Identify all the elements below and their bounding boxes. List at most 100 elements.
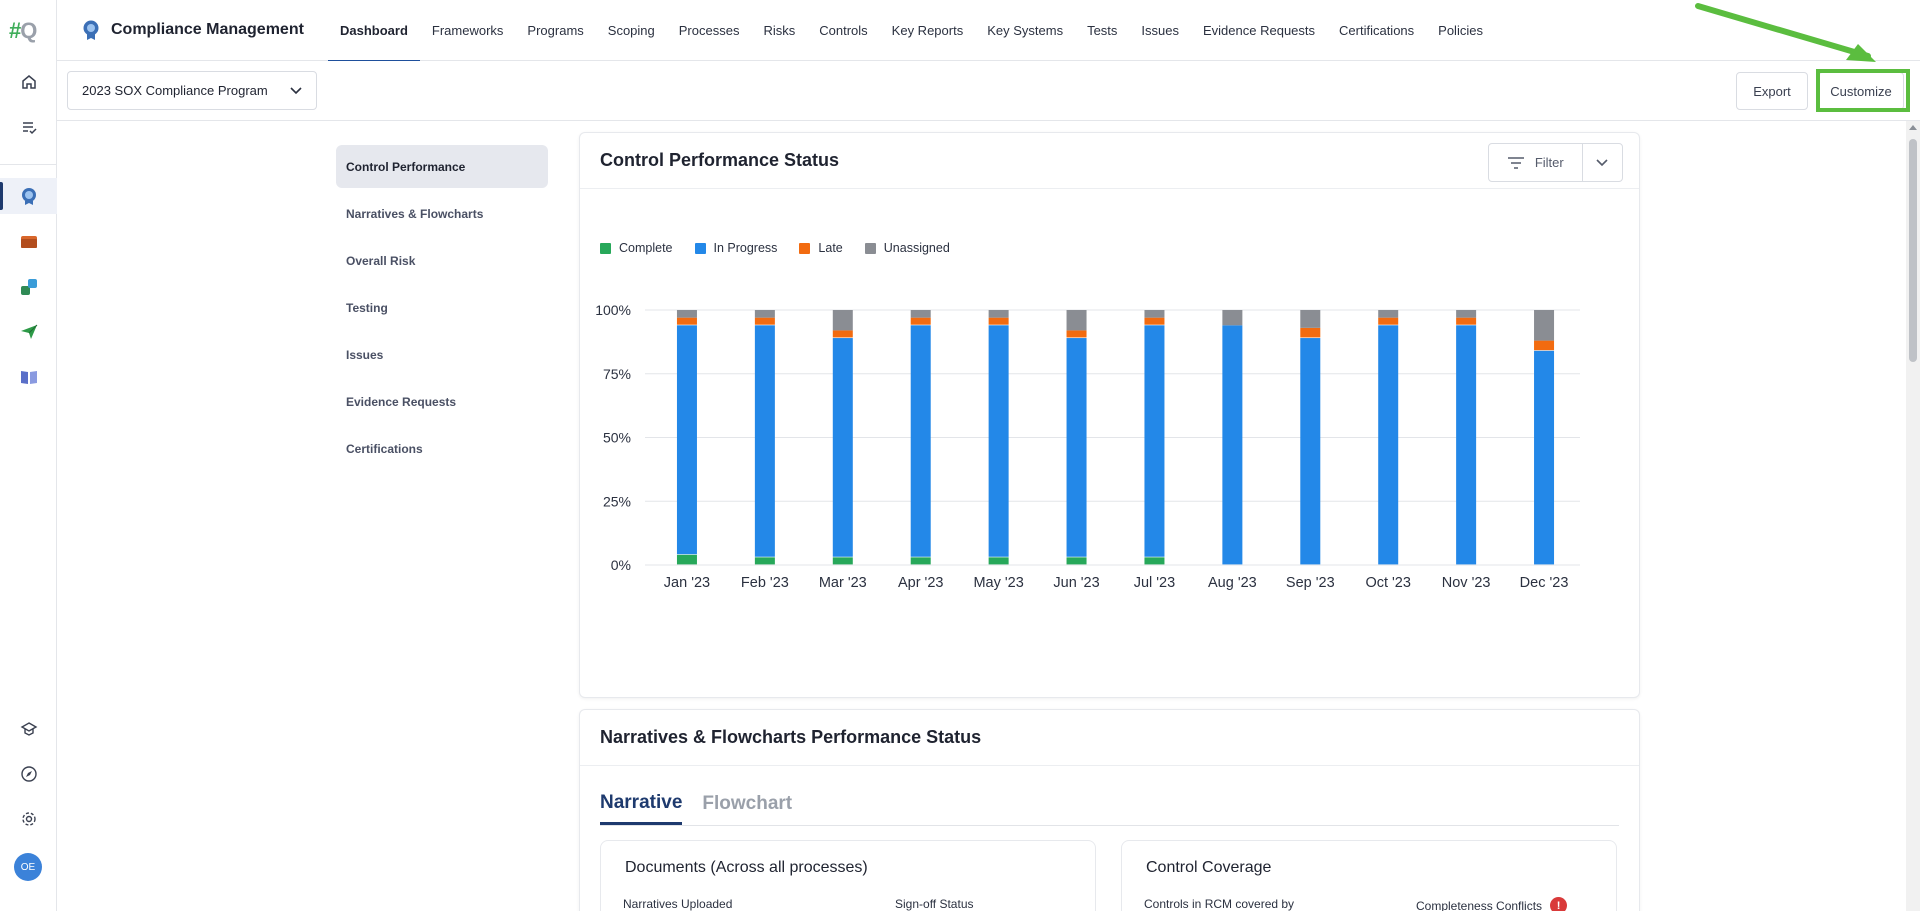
bar-segment-unassigned[interactable] — [754, 310, 775, 318]
chevron-down-icon — [1596, 158, 1608, 166]
bar-segment-complete[interactable] — [988, 557, 1009, 565]
legend-item[interactable]: In Progress — [694, 241, 777, 255]
integrations-icon[interactable] — [0, 269, 57, 305]
bar-segment-complete[interactable] — [832, 557, 853, 565]
bar-segment-complete[interactable] — [1066, 557, 1087, 565]
nav-tab-dashboard[interactable]: Dashboard — [328, 0, 420, 62]
y-tick-label: 75% — [603, 366, 631, 382]
avatar[interactable]: OE — [14, 853, 42, 881]
x-tick-label: Jul '23 — [1134, 575, 1175, 591]
narratives-card: Narratives & Flowcharts Performance Stat… — [579, 709, 1640, 911]
app-logo[interactable]: #Q — [9, 18, 37, 43]
x-tick-label: May '23 — [973, 575, 1023, 591]
section-item-certifications[interactable]: Certifications — [346, 441, 423, 456]
bar-segment-unassigned[interactable] — [988, 310, 1009, 318]
nav-tab-processes[interactable]: Processes — [678, 23, 740, 38]
bar-segment-late[interactable] — [1534, 340, 1555, 351]
x-tick-label: Jun '23 — [1053, 575, 1099, 591]
bar-segment-late[interactable] — [1144, 317, 1165, 325]
bar-segment-in_progress[interactable] — [1378, 325, 1399, 565]
nav-tab-controls[interactable]: Controls — [819, 23, 868, 38]
legend-item[interactable]: Late — [799, 241, 843, 255]
section-item-control-performance[interactable]: Control Performance — [336, 145, 548, 188]
bar-segment-unassigned[interactable] — [1456, 310, 1477, 318]
customize-highlight — [1816, 69, 1910, 112]
bar-segment-in_progress[interactable] — [988, 325, 1009, 557]
tab-flowchart[interactable]: Flowchart — [702, 793, 793, 814]
bar-segment-unassigned[interactable] — [1144, 310, 1165, 318]
bar-segment-complete[interactable] — [676, 554, 697, 565]
nav-tab-evidence-requests[interactable]: Evidence Requests — [1203, 23, 1316, 38]
legend-item[interactable]: Unassigned — [864, 241, 950, 255]
nav-tab-tests[interactable]: Tests — [1087, 23, 1118, 38]
scrollbar-thumb[interactable] — [1909, 139, 1917, 362]
settings-icon[interactable] — [0, 801, 57, 837]
section-item-issues[interactable]: Issues — [346, 347, 384, 362]
filter-dropdown[interactable] — [1583, 144, 1622, 181]
tasks-icon[interactable] — [0, 109, 57, 145]
bar-segment-unassigned[interactable] — [910, 310, 931, 318]
bar-segment-late[interactable] — [1066, 330, 1087, 338]
learning-icon[interactable] — [0, 711, 57, 747]
bar-segment-late[interactable] — [1456, 317, 1477, 325]
bar-segment-in_progress[interactable] — [1144, 325, 1165, 557]
bar-segment-late[interactable] — [910, 317, 931, 325]
export-button[interactable]: Export — [1736, 72, 1808, 110]
bar-segment-in_progress[interactable] — [1300, 338, 1321, 565]
compass-icon[interactable] — [0, 756, 57, 792]
narrative-tabs: Narrative Flowchart — [600, 776, 1619, 826]
nav-tab-key-systems[interactable]: Key Systems — [987, 23, 1064, 38]
bar-segment-complete[interactable] — [910, 557, 931, 565]
filter-button[interactable]: Filter — [1489, 144, 1583, 181]
bar-segment-late[interactable] — [754, 317, 775, 325]
compliance-icon[interactable] — [0, 178, 57, 214]
bar-segment-in_progress[interactable] — [1534, 350, 1555, 565]
bar-segment-late[interactable] — [1378, 317, 1399, 325]
bar-segment-complete[interactable] — [754, 557, 775, 565]
home-icon[interactable] — [0, 64, 57, 100]
bar-segment-unassigned[interactable] — [1534, 310, 1555, 341]
folder-icon[interactable] — [0, 224, 57, 260]
bar-segment-unassigned[interactable] — [1222, 310, 1243, 326]
legend-item[interactable]: Complete — [600, 241, 673, 255]
section-item-overall-risk[interactable]: Overall Risk — [346, 253, 416, 268]
nav-tab-scoping[interactable]: Scoping — [607, 23, 655, 38]
bar-segment-in_progress[interactable] — [1222, 325, 1243, 565]
bar-segment-in_progress[interactable] — [832, 338, 853, 557]
send-icon[interactable] — [0, 314, 57, 350]
nav-tab-certifications[interactable]: Certifications — [1339, 23, 1415, 38]
section-item-testing[interactable]: Testing — [346, 300, 388, 315]
bar-segment-unassigned[interactable] — [1300, 310, 1321, 328]
bar-segment-in_progress[interactable] — [1066, 338, 1087, 557]
section-nav: Control Performance Narratives & Flowchar… — [336, 145, 548, 474]
bar-segment-late[interactable] — [676, 317, 697, 325]
section-item-evidence-requests[interactable]: Evidence Requests — [346, 394, 457, 409]
section-item-narratives-flowcharts[interactable]: Narratives & Flowcharts — [346, 206, 484, 221]
tab-narrative[interactable]: Narrative — [600, 792, 683, 825]
bar-segment-unassigned[interactable] — [1066, 310, 1087, 331]
nav-tab-risks[interactable]: Risks — [763, 23, 796, 38]
bar-segment-unassigned[interactable] — [676, 310, 697, 318]
nav-tab-issues[interactable]: Issues — [1141, 23, 1179, 38]
bar-segment-late[interactable] — [988, 317, 1009, 325]
bar-segment-in_progress[interactable] — [754, 325, 775, 557]
bar-segment-in_progress[interactable] — [1456, 325, 1477, 565]
bar-segment-complete[interactable] — [1144, 557, 1165, 565]
signoff-status-label: Sign-off Status — [895, 897, 974, 911]
alert-icon[interactable]: ! — [1550, 897, 1568, 911]
bar-segment-in_progress[interactable] — [910, 325, 931, 557]
scroll-up-icon[interactable] — [1909, 125, 1917, 130]
bar-segment-unassigned[interactable] — [1378, 310, 1399, 318]
nav-tab-frameworks[interactable]: Frameworks — [431, 23, 504, 38]
book-icon[interactable] — [0, 359, 57, 395]
bar-segment-in_progress[interactable] — [676, 325, 697, 555]
nav-tab-policies[interactable]: Policies — [1438, 23, 1483, 38]
bar-segment-unassigned[interactable] — [832, 310, 853, 331]
x-tick-label: Feb '23 — [741, 575, 789, 591]
nav-tab-key-reports[interactable]: Key Reports — [891, 23, 964, 38]
bar-segment-late[interactable] — [1300, 327, 1321, 338]
bar-segment-late[interactable] — [832, 330, 853, 338]
program-select[interactable]: 2023 SOX Compliance Program — [67, 71, 317, 110]
nav-tab-programs[interactable]: Programs — [527, 23, 584, 38]
page-scrollbar[interactable] — [1906, 121, 1920, 911]
